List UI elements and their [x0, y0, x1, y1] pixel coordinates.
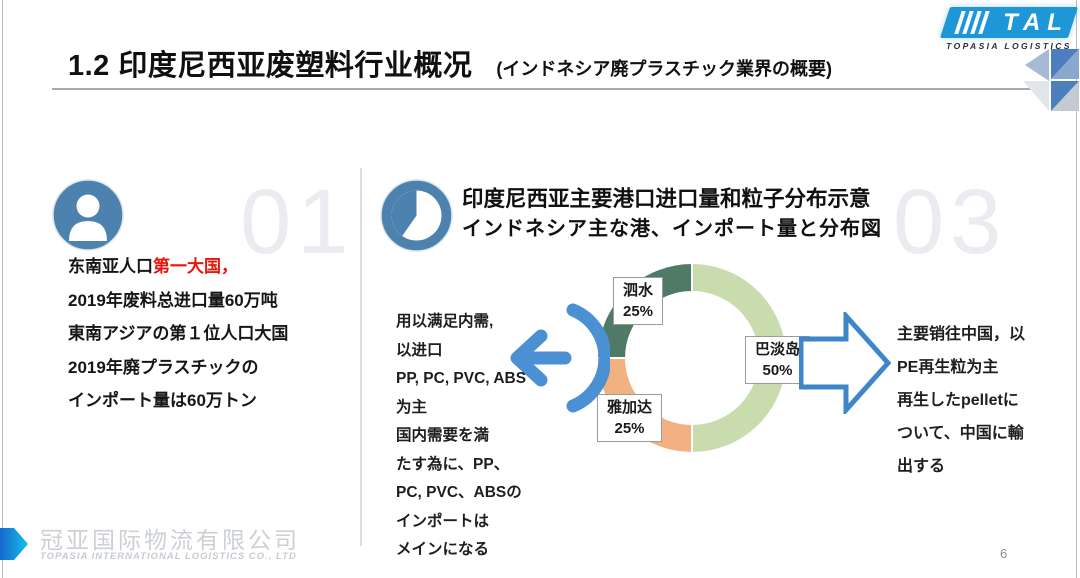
page-title: 1.2 印度尼西亚废塑料行业概况	[68, 50, 473, 82]
note-line: インポートは	[396, 512, 490, 530]
slice-label-text: 雅加达	[607, 399, 653, 416]
note-line: PE再生粒为主	[897, 359, 999, 376]
diamond-decoration-icon	[1023, 49, 1079, 111]
fact-line: 东南亚人口第一大国，	[68, 250, 368, 284]
note-line: PP, PC, PVC, ABS	[396, 370, 527, 387]
company-name-cn: 冠亚国际物流有限公司	[40, 527, 300, 553]
fact-line: 東南アジアの第１位人口大国	[68, 324, 289, 343]
fact-line: インポート量は60万トン	[68, 391, 257, 410]
fact-line: 2019年废料总进口量60万吨	[68, 290, 278, 310]
note-line: ついて、中国に輸	[897, 425, 1024, 442]
clock-icon	[380, 179, 453, 252]
note-line: たす為に、PP、	[396, 455, 510, 473]
slice-label-surabaya: 泗水 25%	[613, 277, 664, 325]
note-line: 出する	[897, 458, 946, 475]
watermark-01: 01	[240, 171, 355, 273]
right-block-arrow-icon	[799, 312, 891, 414]
tal-logo-text: TAL	[1003, 9, 1069, 36]
import-note: 用以满足内需, 以进口 PP, PC, PVC, ABS 为主 国内需要を満 た…	[396, 308, 527, 565]
slice-label-pct: 25%	[623, 303, 654, 320]
export-note: 主要销往中国，以 PE再生粒为主 再生したpelletに ついて、中国に輸 出す…	[897, 318, 1052, 483]
chart-subtitle: インドネシア主な港、インポート量と分布図	[462, 218, 882, 240]
section01-facts: 东南亚人口第一大国， 2019年废料总进口量60万吨 東南アジアの第１位人口大国…	[68, 250, 368, 418]
header: 1.2 印度尼西亚废塑料行业概况 (インドネシア廃プラスチック業界の概要)	[68, 42, 832, 84]
slice-label-jakarta: 雅加达 25%	[597, 394, 663, 442]
title-underline	[52, 88, 1048, 90]
chart-title: 印度尼西亚主要港口进口量和粒子分布示意	[462, 187, 871, 211]
tal-logo-subtext: TOPASIA LOGISTICS	[946, 41, 1072, 51]
curved-left-arrow-icon	[510, 303, 610, 413]
section03-header: 印度尼西亚主要港口进口量和粒子分布示意 インドネシア主な港、インポート量と分布図	[462, 184, 882, 244]
watermark-03: 03	[893, 171, 1008, 273]
note-line: PC, PVC、ABSの	[396, 484, 522, 501]
fact-line1-highlight: 第一大国，	[153, 257, 238, 276]
section-divider	[360, 168, 362, 546]
donut-slice-batam	[691, 262, 788, 454]
company-name-en: TOPASIA INTERNATIONAL LOGISTICS CO., LTD	[40, 551, 297, 562]
note-line: メインになる	[396, 541, 490, 558]
note-line: 再生したpelletに	[897, 392, 1019, 409]
slice-label-pct: 25%	[614, 420, 645, 437]
slice-label-pct: 50%	[762, 362, 793, 379]
note-line: 为主	[396, 398, 428, 416]
fact-line: 2019年廃プラスチックの	[68, 357, 259, 377]
slide-left-border	[2, 0, 3, 578]
slice-label-text: 巴淡岛	[755, 341, 801, 358]
note-line: 以进口	[396, 341, 443, 359]
page-number: 6	[1000, 546, 1008, 561]
note-line: 主要销往中国，以	[897, 326, 1026, 343]
footer-chevron-icon	[0, 528, 28, 560]
note-line: 国内需要を満	[396, 427, 490, 444]
slice-label-text: 泗水	[623, 282, 654, 299]
slide-right-border	[1076, 0, 1077, 578]
page-subtitle: (インドネシア廃プラスチック業界の概要)	[496, 59, 833, 79]
note-line: 用以满足内需,	[396, 313, 494, 330]
person-icon	[52, 179, 124, 251]
fact-line1-pre: 东南亚人口	[68, 257, 153, 276]
tal-logo-stripes-icon	[954, 11, 990, 34]
